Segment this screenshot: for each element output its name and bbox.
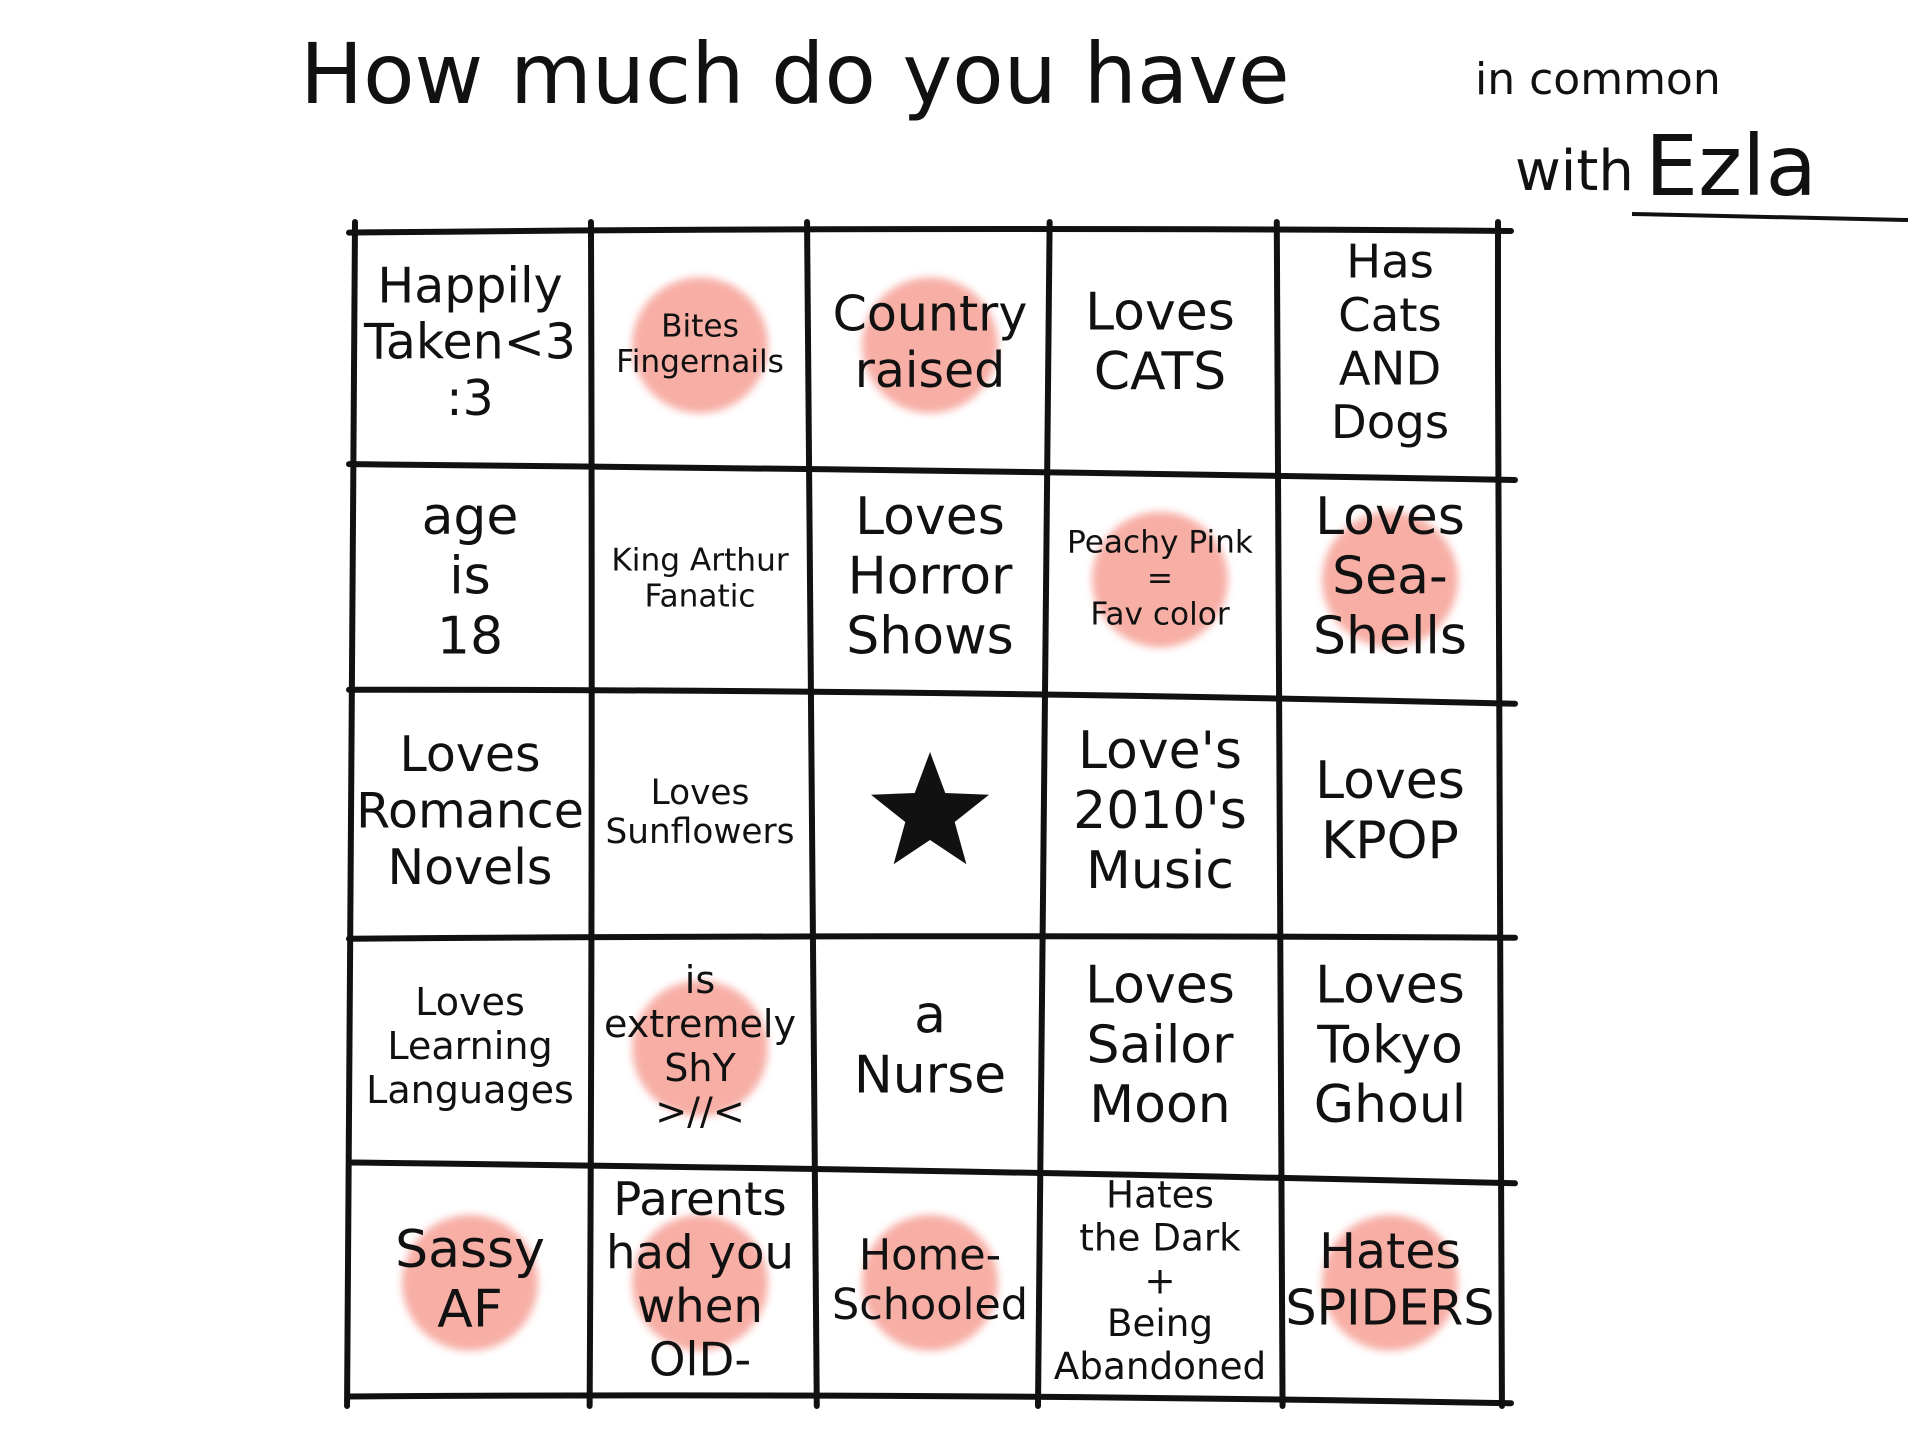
cell-text: when <box>637 1279 763 1333</box>
grid-line <box>346 1159 1518 1187</box>
cell-text: AF <box>437 1280 502 1340</box>
with-label: with <box>1515 139 1634 204</box>
marker-dot <box>632 1214 768 1351</box>
cell-text: Loves <box>651 773 750 813</box>
cell-text: Bites <box>661 308 739 344</box>
cell-text: Romance <box>356 783 584 840</box>
grid-line <box>346 225 1514 236</box>
marker-dot <box>632 277 768 414</box>
marker-dot <box>632 980 768 1117</box>
cell-text: Loves <box>1315 487 1465 547</box>
grid-line <box>346 686 1518 707</box>
cell-text: Fanatic <box>644 579 755 615</box>
cell-text: raised <box>855 342 1006 399</box>
cell-text: Loves <box>855 487 1005 547</box>
grid-line <box>346 461 1518 483</box>
cell-text: Loves <box>399 726 540 783</box>
cell-text: Country <box>833 285 1028 342</box>
cell-text: Being <box>1107 1301 1213 1345</box>
cell-text: Learning <box>387 1024 552 1068</box>
cell-text: Sassy <box>395 1220 545 1280</box>
grid-line <box>346 1392 1514 1407</box>
cell-text: Sea- <box>1332 547 1448 607</box>
cell-text: = <box>1147 561 1173 597</box>
marker-dot <box>1322 511 1458 648</box>
cell-text: age <box>422 487 519 547</box>
cell-text: KPOP <box>1321 811 1459 871</box>
cell-text: Shows <box>846 606 1013 666</box>
cell-text: Parents <box>613 1172 786 1226</box>
cell-text: Tokyo <box>1316 1015 1463 1075</box>
marker-dot <box>862 277 998 414</box>
cell-text: Ghoul <box>1314 1075 1466 1135</box>
cell-text: is <box>685 958 715 1002</box>
cell-text: Nurse <box>854 1045 1006 1105</box>
cell-text: Music <box>1086 841 1234 901</box>
cell-text: Taken<3 <box>363 314 576 371</box>
name-underline <box>1631 212 1909 222</box>
cell-text: Dogs <box>1331 395 1449 449</box>
cell-text: Has <box>1346 234 1434 288</box>
cell-text: Love's <box>1078 721 1242 781</box>
cell-text: Sailor <box>1087 1015 1235 1075</box>
cell-text: Shells <box>1313 606 1467 666</box>
cell-text: King Arthur <box>611 543 789 579</box>
cell-text: Loves <box>1315 956 1465 1016</box>
name: Ezla <box>1645 117 1817 215</box>
cell-text: Cats <box>1338 288 1442 342</box>
cell-text: Fav color <box>1090 596 1230 632</box>
grid-line <box>1494 219 1505 1409</box>
cell-text: OlD- <box>649 1333 751 1387</box>
marker-dot <box>402 1214 538 1351</box>
cell-text: 2010's <box>1073 781 1247 841</box>
cell-text: 18 <box>437 606 503 666</box>
cell-text: CATS <box>1094 342 1227 402</box>
cell-text: + <box>1144 1258 1175 1302</box>
cell-text: Horror <box>848 547 1013 607</box>
title: How much do you have <box>300 25 1290 123</box>
grid-line <box>1273 219 1286 1409</box>
grid-line <box>344 219 358 1409</box>
cell-text: Hates <box>1319 1223 1461 1280</box>
grid-line <box>1035 219 1053 1409</box>
marker-dot <box>1322 1214 1458 1351</box>
grid-line <box>804 219 820 1409</box>
cell-text: :3 <box>446 370 494 427</box>
title-end: in common <box>1475 54 1721 105</box>
cell-text: Loves <box>1085 956 1235 1016</box>
cell-text: a <box>914 986 946 1046</box>
grid-line <box>346 933 1518 942</box>
cell-text: SPIDERS <box>1286 1280 1495 1337</box>
cell-text: extremely <box>604 1002 796 1046</box>
cell-text: AND <box>1339 342 1442 396</box>
cell-text: Happily <box>377 257 562 314</box>
cell-text: the Dark <box>1079 1215 1241 1259</box>
cell-text: >//< <box>655 1090 744 1134</box>
cell-text: Abandoned <box>1054 1344 1266 1388</box>
cell-text: ShY <box>664 1046 736 1090</box>
cell-text: Loves <box>1085 282 1235 342</box>
grid-line <box>586 219 595 1409</box>
cell-text: Loves <box>1315 751 1465 811</box>
cell-text: Moon <box>1089 1075 1230 1135</box>
cell-text: Fingernails <box>616 344 784 380</box>
marker-dot <box>862 1214 998 1351</box>
cell-text: is <box>449 547 491 607</box>
cell-text: Languages <box>366 1068 574 1112</box>
free-star <box>871 752 989 865</box>
cell-text: Loves <box>415 980 525 1024</box>
cell-text: Hates <box>1106 1173 1214 1217</box>
cell-text: Peachy Pink <box>1067 525 1253 561</box>
marker-dot <box>1092 511 1228 648</box>
cell-text: Schooled <box>832 1280 1028 1330</box>
cell-text: Novels <box>388 839 553 896</box>
cell-text: Sunflowers <box>606 812 795 852</box>
cell-text: had you <box>606 1226 794 1280</box>
cell-text: Home- <box>859 1231 1001 1281</box>
